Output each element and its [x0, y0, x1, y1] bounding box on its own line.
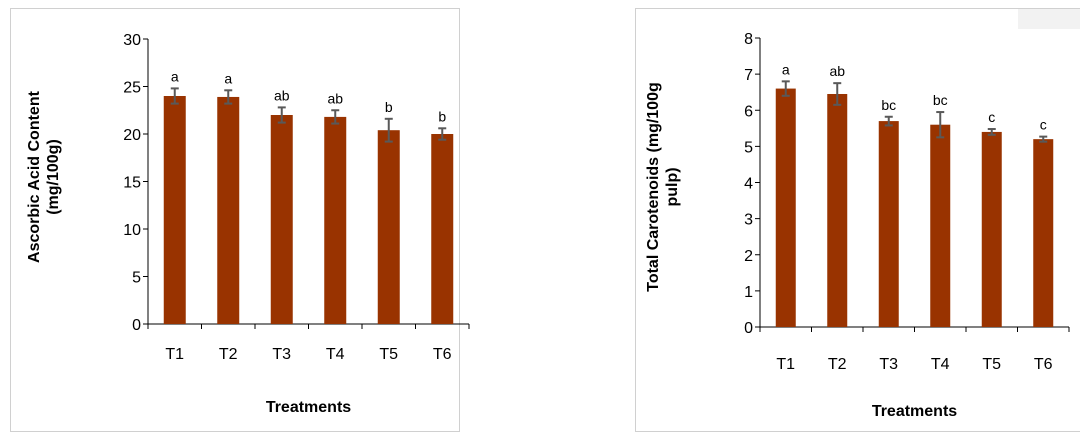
y-axis-title-line: Ascorbic Acid Content [26, 90, 43, 263]
significance-letter: ab [829, 63, 845, 79]
significance-letter: bc [933, 92, 948, 108]
y-tick-label: 30 [123, 32, 141, 49]
bar-t5 [981, 131, 1002, 327]
y-tick-label: 6 [744, 103, 753, 120]
y-tick-label: 0 [744, 320, 753, 337]
x-category-label: T2 [219, 346, 238, 363]
y-tick-label: 1 [744, 284, 753, 301]
y-tick-label: 5 [744, 139, 753, 156]
bar-t4 [930, 124, 951, 327]
x-axis-title: Treatments [872, 403, 957, 420]
significance-letter: c [1040, 117, 1047, 133]
significance-letter: ab [327, 90, 343, 106]
corner-tab [1018, 9, 1080, 29]
y-tick-label: 10 [123, 222, 141, 239]
bar-t3 [878, 121, 899, 328]
carotenoids-chart: 0 1 2 3 4 5 6 7 8 a T1 ab T2 bc T3 bc T4 c T5 c T6 Total Caro… [645, 31, 1070, 420]
y-tick-label: 8 [744, 31, 753, 48]
y-tick-label: 3 [744, 212, 753, 229]
y-tick-label: 7 [744, 67, 753, 84]
significance-letter: c [988, 109, 995, 125]
y-tick-label: 4 [744, 176, 753, 193]
significance-letter: ab [274, 87, 290, 103]
bar-t6 [1033, 139, 1054, 327]
y-axis-title-line: Total Carotenoids (mg/100g [645, 82, 662, 292]
chart-panel-carotenoids: 0 1 2 3 4 5 6 7 8 a T1 ab T2 bc T3 bc T4 c T5 c T6 Total Caro… [635, 8, 1080, 432]
x-category-label: T5 [379, 346, 398, 363]
significance-letter: bc [881, 97, 896, 113]
y-axis-title-line: pulp) [664, 167, 681, 206]
x-category-label: T1 [165, 346, 184, 363]
x-category-label: T1 [776, 356, 795, 373]
y-tick-label: 5 [132, 270, 141, 287]
x-category-label: T4 [326, 346, 345, 363]
bar-t4 [324, 116, 347, 325]
x-category-label: T2 [828, 356, 847, 373]
bar-t3 [270, 115, 293, 324]
bar-t5 [377, 130, 400, 324]
significance-letter: a [171, 68, 179, 84]
x-category-label: T3 [272, 346, 291, 363]
bar-t1 [163, 96, 186, 324]
x-category-label: T4 [931, 356, 950, 373]
significance-letter: a [782, 61, 790, 77]
chart-panel-ascorbic-acid: 0 5 10 15 20 25 30 a T1 a T2 ab T3 ab T4 b T5 b T6 Ascorbic… [10, 8, 470, 432]
bar-t6 [431, 134, 454, 324]
bar-t1 [775, 88, 796, 327]
x-category-label: T6 [1034, 356, 1053, 373]
significance-letter: b [438, 108, 446, 124]
y-axis-title-line: (mg/100g) [45, 139, 62, 215]
y-tick-label: 15 [123, 175, 141, 192]
bar-t2 [827, 93, 848, 328]
x-axis-title: Treatments [266, 399, 351, 416]
x-category-label: T6 [433, 346, 452, 363]
x-category-label: T5 [982, 356, 1001, 373]
significance-letter: b [385, 99, 393, 115]
y-tick-label: 20 [123, 127, 141, 144]
bar-t2 [217, 96, 240, 324]
y-tick-label: 0 [132, 317, 141, 334]
y-tick-label: 25 [123, 80, 141, 97]
significance-letter: a [224, 70, 232, 86]
x-category-label: T3 [879, 356, 898, 373]
y-tick-label: 2 [744, 248, 753, 265]
ascorbic-acid-chart: 0 5 10 15 20 25 30 a T1 a T2 ab T3 ab T4 b T5 b T6 Ascorbic… [26, 32, 470, 416]
